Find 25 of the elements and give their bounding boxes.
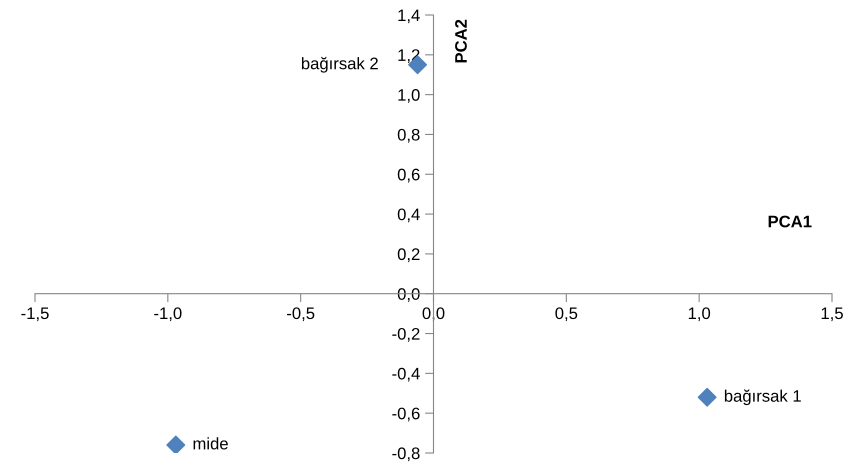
x-tick-label: 1,0 xyxy=(688,307,710,322)
point xyxy=(698,388,717,407)
y-axis-title: PCA2 xyxy=(455,20,467,62)
x-tick-label: 0,0 xyxy=(422,307,444,322)
annotation: bağırsak 2 xyxy=(302,56,378,73)
y-tick-label: 0,4 xyxy=(398,208,420,222)
y-tick-label: -0,6 xyxy=(392,408,420,422)
annotation: mide xyxy=(194,437,228,450)
y-tick-label: 0,0 xyxy=(398,288,420,302)
x-tick-label: -1,5 xyxy=(21,308,49,322)
x-tick-label: -0,5 xyxy=(287,307,314,322)
y-tick-label: -0,8 xyxy=(392,447,420,462)
x-tick-label: -1,0 xyxy=(154,307,182,322)
x-tick-label: 1,5 xyxy=(822,308,843,322)
annotation: bağırsak 1 xyxy=(724,389,801,406)
y-tick-label: -0,2 xyxy=(392,328,420,342)
y-tick-label: 1,4 xyxy=(398,10,420,24)
x-axis-title: PCA1 xyxy=(768,216,812,228)
y-tick-label: 0,2 xyxy=(398,248,420,262)
y-tick-label: -0,4 xyxy=(392,368,420,382)
point xyxy=(166,436,186,453)
x-tick-label: 0,5 xyxy=(555,307,578,322)
y-tick-label: 0,8 xyxy=(398,128,420,143)
y-tick-label: 1,0 xyxy=(398,89,420,103)
y-tick-label: 0,6 xyxy=(398,168,420,182)
